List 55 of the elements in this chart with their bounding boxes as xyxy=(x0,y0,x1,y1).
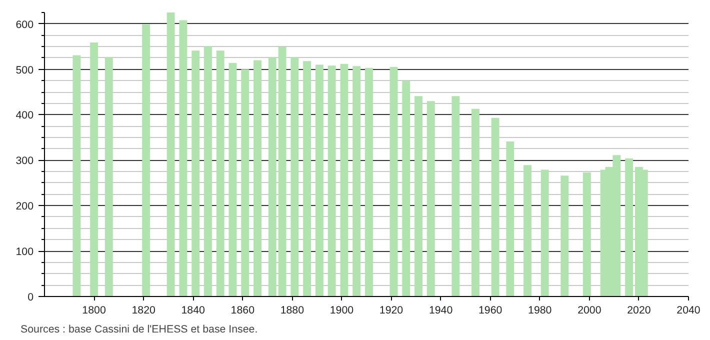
x-tick-label: 2040 xyxy=(676,304,700,316)
bar xyxy=(414,96,422,296)
bar xyxy=(290,57,299,296)
bar xyxy=(352,66,361,296)
bar xyxy=(582,172,591,296)
bar xyxy=(524,165,532,296)
bar xyxy=(491,118,500,296)
source-note: Sources : base Cassini de l'EHESS et base Insee. xyxy=(20,324,258,336)
y-tick-label: 600 xyxy=(16,18,34,31)
x-tick-label: 1980 xyxy=(528,304,552,316)
x-tick-label: 1960 xyxy=(478,304,502,316)
bar xyxy=(472,108,480,296)
x-tick-label: 1800 xyxy=(82,304,106,316)
bar xyxy=(72,55,81,296)
bar xyxy=(560,176,569,296)
bar xyxy=(402,80,410,296)
bar xyxy=(166,12,175,296)
bar xyxy=(452,96,460,296)
x-tick-label: 1920 xyxy=(379,304,404,316)
bar xyxy=(204,46,212,296)
bar xyxy=(390,67,398,296)
y-tick-label: 100 xyxy=(16,246,34,258)
x-tick-label: 1860 xyxy=(230,304,255,316)
bar xyxy=(540,170,549,296)
bar xyxy=(104,57,113,296)
bar xyxy=(228,62,237,296)
x-tick-label: 1880 xyxy=(280,304,304,316)
y-tick-label: 300 xyxy=(16,155,34,168)
bar xyxy=(216,50,224,296)
bar xyxy=(179,20,188,296)
bar xyxy=(506,142,514,296)
y-tick-label: 200 xyxy=(16,200,34,213)
x-tick-label: 1840 xyxy=(181,304,206,316)
bar xyxy=(328,66,336,296)
x-tick-label: 1940 xyxy=(428,304,453,316)
bar xyxy=(241,69,250,296)
bar xyxy=(142,24,150,296)
x-tick-label: 2020 xyxy=(627,304,651,316)
bar xyxy=(90,42,98,296)
x-tick-label: 2000 xyxy=(578,304,602,316)
y-tick-label: 500 xyxy=(16,64,34,76)
bar xyxy=(303,61,312,296)
bar xyxy=(625,158,634,296)
bar xyxy=(192,50,200,296)
y-tick-label: 0 xyxy=(28,292,34,304)
bar xyxy=(426,101,435,296)
bar xyxy=(268,57,276,296)
bar xyxy=(365,68,373,296)
bar xyxy=(278,47,286,296)
bar xyxy=(315,64,324,296)
bar xyxy=(254,60,262,296)
x-tick-label: 1900 xyxy=(330,304,354,316)
x-tick-label: 1820 xyxy=(132,304,156,316)
bar xyxy=(340,64,348,296)
y-tick-label: 400 xyxy=(16,110,34,122)
